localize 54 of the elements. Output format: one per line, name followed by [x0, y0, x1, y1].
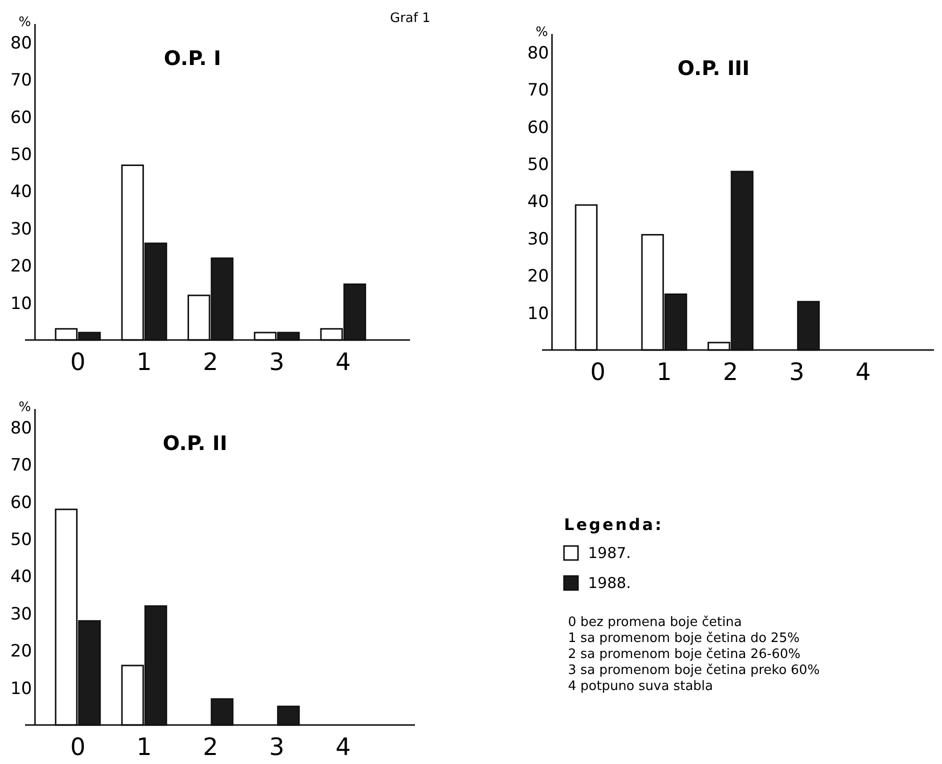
text: 4 potpuno suva stabla	[568, 679, 713, 694]
y-tick-label: 50	[527, 155, 549, 176]
x-tick-label: 1	[656, 358, 672, 386]
y-tick-label: 10	[527, 304, 549, 324]
y-tick-label: 50	[10, 530, 32, 550]
y-tick-label: 60	[10, 108, 32, 128]
x-tick-label: 0	[590, 358, 606, 386]
x-tick-label: 3	[269, 733, 284, 761]
x-tick-label: 4	[336, 733, 351, 761]
x-tick-label: 1	[136, 348, 152, 376]
y-tick-label: 60	[10, 492, 32, 513]
text: O.P. I	[164, 46, 222, 70]
y-tick-label: 80	[10, 418, 32, 439]
y-tick-label: 60	[527, 118, 549, 138]
y-tick-label: 10	[10, 678, 32, 699]
x-tick-label: 3	[269, 348, 284, 376]
annotation: Graf 1	[390, 11, 430, 26]
y-tick-label: 70	[10, 70, 32, 91]
x-tick-label: 4	[856, 358, 871, 386]
y-axis-title: %	[536, 25, 548, 40]
y-tick-label: 40	[527, 192, 549, 212]
y-tick-label: 10	[10, 294, 32, 314]
legend-label: 1988.	[588, 574, 631, 592]
y-axis-title: %	[18, 15, 31, 30]
y-tick-label: 70	[527, 80, 549, 101]
y-tick-label: 50	[10, 145, 32, 166]
x-tick-label: 0	[70, 348, 86, 376]
x-tick-label: 3	[789, 358, 804, 386]
y-tick-label: 30	[10, 219, 32, 240]
y-tick-label: 20	[10, 256, 32, 277]
text: O.P. II	[162, 431, 228, 455]
y-tick-label: 80	[527, 44, 549, 64]
y-tick-label: 40	[10, 182, 32, 202]
y-tick-label: 20	[527, 266, 549, 287]
y-tick-label: 40	[10, 567, 32, 588]
x-tick-label: 0	[70, 733, 86, 761]
x-tick-label: 2	[202, 733, 218, 761]
y-tick-label: 30	[10, 604, 32, 624]
x-tick-label: 2	[722, 358, 738, 386]
y-tick-label: 20	[10, 642, 32, 662]
y-tick-label: 30	[527, 229, 549, 250]
text: 2 sa promenom boje četina 26-60%	[568, 647, 800, 662]
x-tick-label: 1	[136, 733, 152, 761]
text: 1 sa promenom boje četina do 25%	[568, 631, 800, 646]
legend-label: 1987.	[588, 544, 631, 562]
y-axis-title: %	[18, 400, 31, 415]
x-tick-label: 4	[336, 348, 351, 376]
y-tick-label: 70	[10, 456, 32, 476]
text: O.P. III	[677, 56, 750, 80]
text: 3 sa promenom boje četina preko 60%	[568, 663, 820, 678]
legend-title: Legenda:	[564, 515, 664, 534]
y-tick-label: 80	[10, 34, 32, 54]
x-tick-label: 2	[202, 348, 218, 376]
text: 0 bez promena boje četina	[568, 615, 742, 630]
